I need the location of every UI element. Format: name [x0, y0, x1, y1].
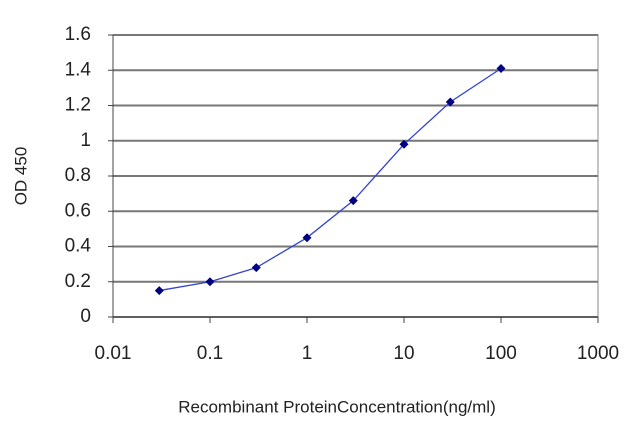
data-point: [496, 63, 506, 73]
x-tick-label: 0.01: [95, 343, 132, 364]
y-tick-label: 1.6: [65, 24, 91, 45]
x-tick-label: 1: [302, 343, 313, 364]
data-point: [302, 233, 312, 243]
y-tick-label: 1: [80, 130, 91, 151]
x-tick-label: 0.1: [197, 343, 223, 364]
data-point: [399, 139, 409, 149]
y-tick-label: 0.6: [65, 200, 91, 221]
x-tick-label: 1000: [577, 343, 619, 364]
x-tick-label: 100: [485, 343, 517, 364]
y-tick-label: 0.2: [65, 271, 91, 292]
data-point: [445, 97, 455, 107]
data-line: [159, 67, 502, 292]
data-point: [251, 263, 261, 273]
x-axis-title: Recombinant ProteinConcentration(ng/ml): [178, 397, 496, 416]
y-tick-label: 0.8: [65, 165, 91, 186]
y-tick-label: 0.4: [65, 236, 92, 257]
y-axis-title: OD 450: [11, 147, 30, 206]
x-tick-label: 10: [393, 343, 414, 364]
y-tick-label: 1.4: [65, 59, 92, 80]
y-tick-label: 1.2: [65, 95, 91, 116]
data-point: [154, 286, 164, 296]
data-point: [348, 196, 358, 206]
y-tick-label: 0: [80, 306, 91, 327]
data-point: [205, 277, 215, 287]
